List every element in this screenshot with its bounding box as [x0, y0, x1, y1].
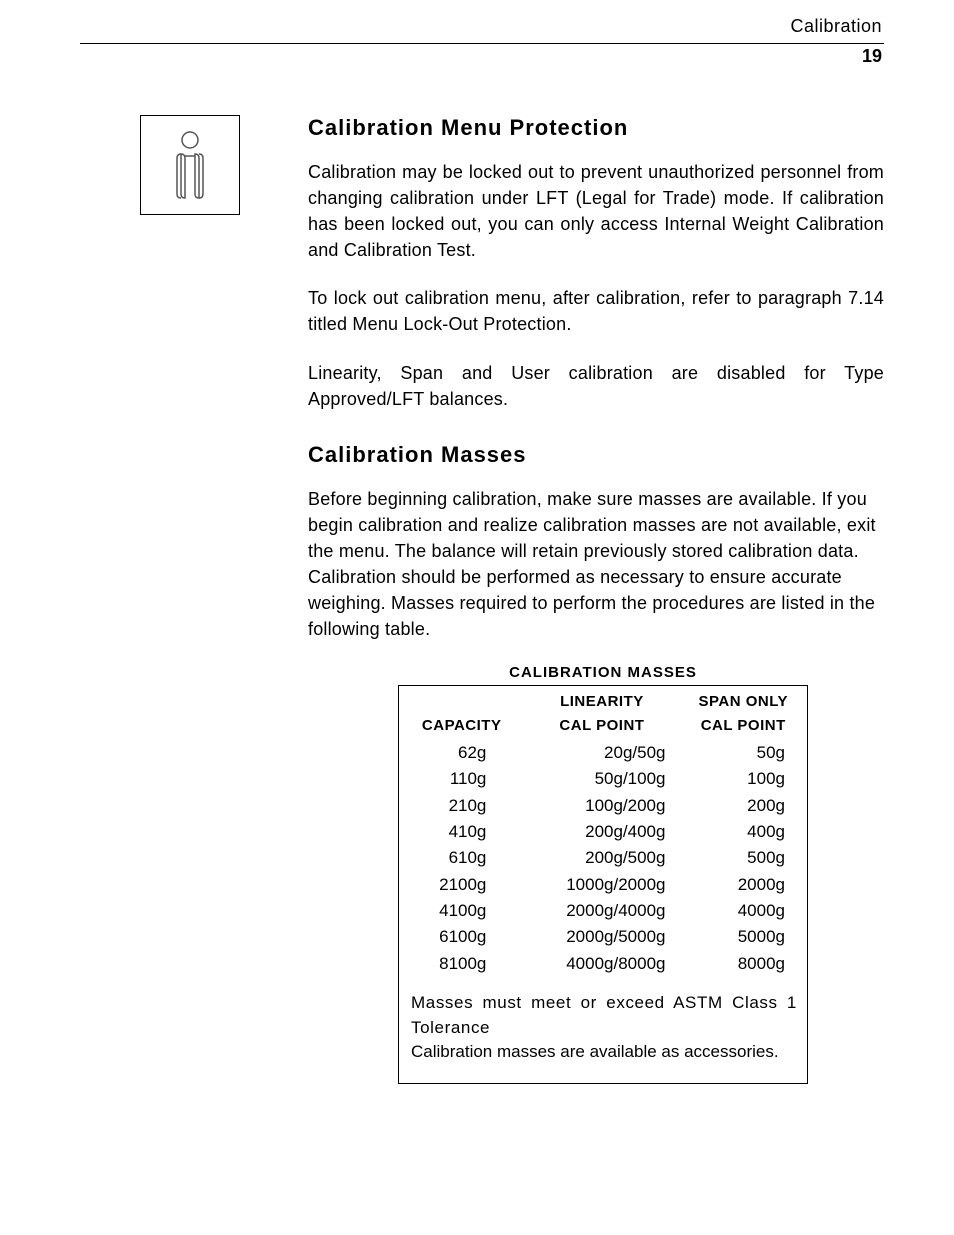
- table-cell-capacity: 610g: [399, 845, 525, 871]
- table-row: 6100g2000g/5000g5000g: [399, 924, 808, 950]
- table-row: 210g100g/200g200g: [399, 793, 808, 819]
- calibration-masses-table: LINEARITY SPAN ONLY CAPACITY CAL POINT C…: [398, 685, 808, 1084]
- table-header-calpoint2: CAL POINT: [679, 714, 807, 740]
- section2-para1: Before beginning calibration, make sure …: [308, 486, 884, 643]
- table-row: 4100g2000g/4000g4000g: [399, 898, 808, 924]
- section1-para3: Linearity, Span and User calibration are…: [308, 360, 884, 412]
- table-header-capacity: CAPACITY: [399, 714, 525, 740]
- page-number: 19: [80, 44, 884, 67]
- table-cell-span: 5000g: [679, 924, 807, 950]
- table-cell-linearity: 100g/200g: [524, 793, 679, 819]
- table-cell-linearity: 50g/100g: [524, 766, 679, 792]
- table-cell-capacity: 210g: [399, 793, 525, 819]
- table-header-blank: [399, 686, 525, 714]
- table-cell-span: 400g: [679, 819, 807, 845]
- table-footnote-line2: Calibration masses are available as acce…: [411, 1040, 797, 1065]
- section1-para1: Calibration may be locked out to prevent…: [308, 159, 884, 263]
- table-cell-linearity: 2000g/5000g: [524, 924, 679, 950]
- table-cell-linearity: 200g/500g: [524, 845, 679, 871]
- table-cell-span: 8000g: [679, 951, 807, 977]
- table-cell-capacity: 4100g: [399, 898, 525, 924]
- table-title: CALIBRATION MASSES: [398, 664, 808, 681]
- table-row: 62g20g/50g50g: [399, 740, 808, 766]
- table-cell-linearity: 4000g/8000g: [524, 951, 679, 977]
- table-footnote-line1: Masses must meet or exceed ASTM Class 1 …: [411, 991, 797, 1040]
- table-row: 110g50g/100g100g: [399, 766, 808, 792]
- table-cell-span: 200g: [679, 793, 807, 819]
- table-cell-linearity: 2000g/4000g: [524, 898, 679, 924]
- table-cell-span: 100g: [679, 766, 807, 792]
- section1-title: Calibration Menu Protection: [308, 115, 884, 141]
- table-cell-linearity: 20g/50g: [524, 740, 679, 766]
- table-cell-span: 50g: [679, 740, 807, 766]
- table-cell-span: 2000g: [679, 872, 807, 898]
- info-icon-box: [140, 115, 240, 215]
- table-cell-capacity: 62g: [399, 740, 525, 766]
- table-cell-span: 4000g: [679, 898, 807, 924]
- info-icon: [163, 130, 217, 200]
- table-cell-capacity: 6100g: [399, 924, 525, 950]
- table-cell-linearity: 1000g/2000g: [524, 872, 679, 898]
- table-footnote: Masses must meet or exceed ASTM Class 1 …: [399, 977, 808, 1083]
- table-row: 410g200g/400g400g: [399, 819, 808, 845]
- table-cell-capacity: 2100g: [399, 872, 525, 898]
- table-row: 2100g1000g/2000g2000g: [399, 872, 808, 898]
- table-row: 610g200g/500g500g: [399, 845, 808, 871]
- table-cell-capacity: 410g: [399, 819, 525, 845]
- table-header-span: SPAN ONLY: [679, 686, 807, 714]
- table-cell-capacity: 8100g: [399, 951, 525, 977]
- section2-title: Calibration Masses: [308, 442, 884, 468]
- table-cell-span: 500g: [679, 845, 807, 871]
- table-header-calpoint1: CAL POINT: [524, 714, 679, 740]
- table-cell-capacity: 110g: [399, 766, 525, 792]
- section1-para2: To lock out calibration menu, after cali…: [308, 285, 884, 337]
- table-row: 8100g4000g/8000g8000g: [399, 951, 808, 977]
- table-header-linearity: LINEARITY: [524, 686, 679, 714]
- table-cell-linearity: 200g/400g: [524, 819, 679, 845]
- header-section-label: Calibration: [80, 16, 884, 39]
